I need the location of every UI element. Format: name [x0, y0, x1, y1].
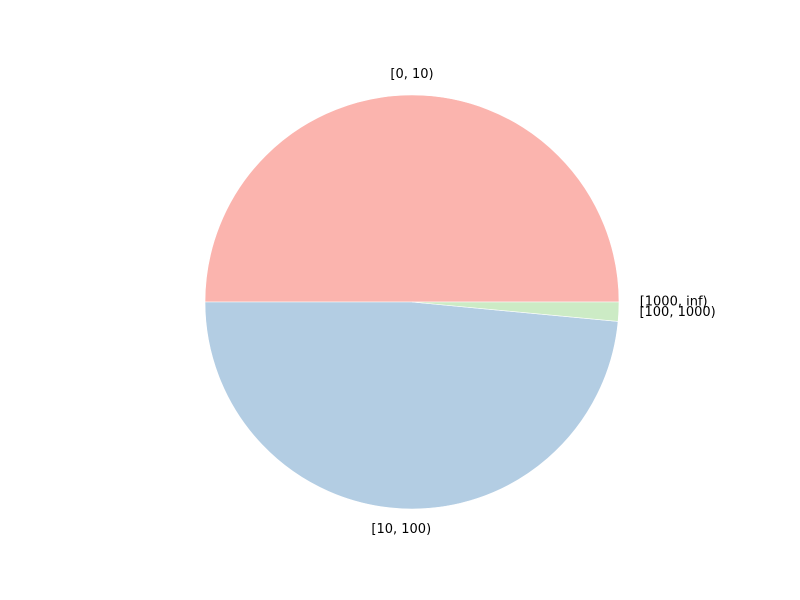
pie-slice-label: [1000, inf): [640, 295, 708, 310]
pie-labels: [0, 10) [10, 100) [100, 1000)[1000, inf): [371, 67, 715, 537]
pie-slice: [204, 301, 619, 510]
pie-slice: [204, 94, 620, 303]
pie-slice-label: [0, 10): [390, 67, 433, 82]
pie-slice: [411, 301, 620, 322]
pie-slice-label: [10, 100): [371, 522, 431, 537]
pie-slice-label: [100, 1000): [639, 305, 715, 320]
pie-slices: [204, 94, 620, 510]
